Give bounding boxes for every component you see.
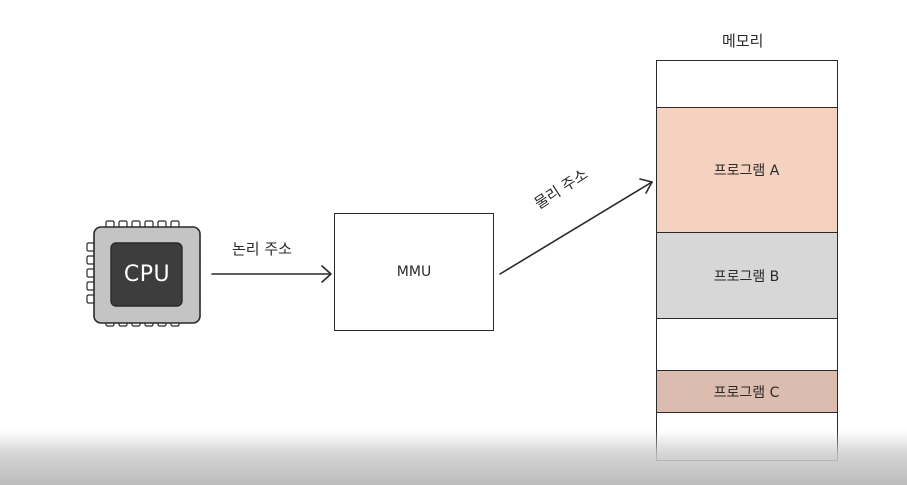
program-b-label: 프로그램 B [713, 268, 780, 285]
cpu-label: CPU [123, 261, 171, 287]
program-a-label: 프로그램 A [713, 163, 780, 179]
memory-title: 메모리 [722, 32, 764, 50]
logical-address-label: 논리 주소 [232, 240, 292, 258]
logical-address-arrow [211, 265, 332, 283]
mmu-label: MMU [396, 264, 432, 280]
memory-block: 프로그램 A 프로그램 B 프로그램 C [655, 60, 838, 461]
mmu-box: MMU [334, 213, 494, 331]
memory-segment-program-a: 프로그램 A [655, 107, 838, 233]
cpu-chip-icon [86, 220, 201, 327]
memory-segment-program-b: 프로그램 B [655, 232, 838, 319]
memory-segment-program-c: 프로그램 C [655, 370, 838, 413]
program-c-label: 프로그램 C [713, 384, 780, 401]
physical-address-arrow [499, 178, 653, 275]
